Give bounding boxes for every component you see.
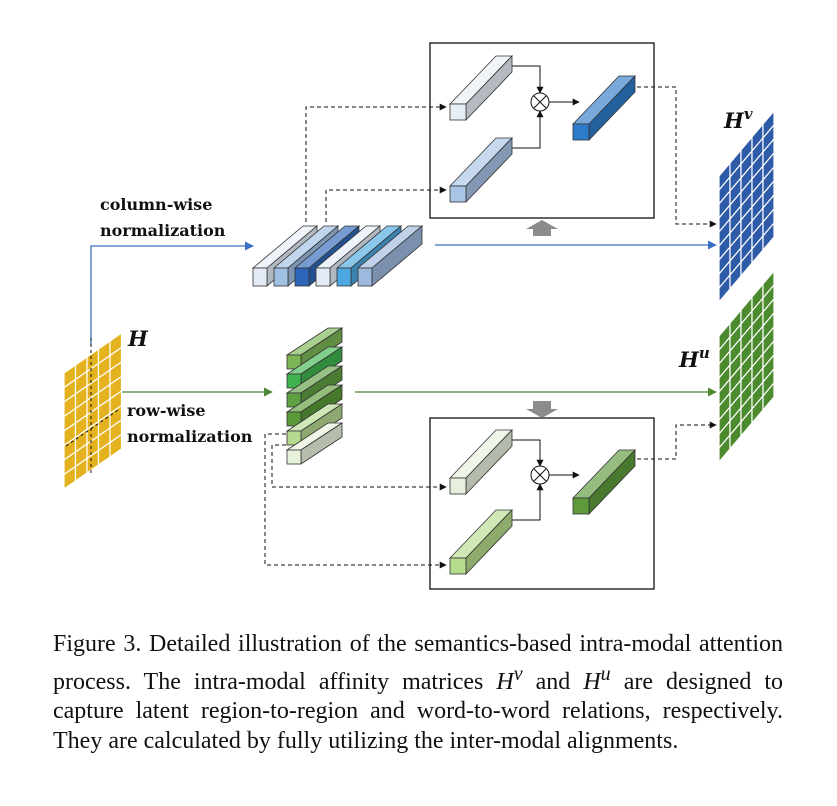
attention-output-blue [572,75,636,141]
dashed-connector-row-bottom [264,433,447,569]
attention-bar-green-bottom [449,509,513,575]
hu-label: Hu [678,344,710,372]
hv-label: Hv [723,105,753,133]
blue-flow-arrow-to-columns [90,241,254,345]
dashed-connector-row-top [271,444,447,491]
output-matrix-hu [718,269,775,464]
column-vector-bar [356,225,424,287]
dashed-connector-to-hu [637,421,717,460]
attention-bar-blue-top [449,55,513,121]
h-row-marker [65,409,119,447]
gray-up-arrow [526,220,558,236]
arrow-bottom-bar-to-multiply [512,110,544,149]
attention-diagram: column-wise normalization row-wise norma… [63,42,775,590]
arrow-top-bar-to-multiply [512,65,544,94]
h-matrix-cell [109,433,123,459]
dashed-connector-column-bottom [325,186,447,222]
attention-output-green [572,449,636,515]
gray-down-arrow [526,401,558,418]
arrow-bottom-bar-to-multiply-row [512,483,544,521]
row-vectors [285,327,344,465]
row-wise-label-line2: normalization [127,427,253,446]
multiply-icon [530,92,550,112]
arrow-top-bar-to-multiply-row [512,439,544,467]
row-vector-bar [285,422,344,465]
dashed-connector-column-top [305,103,447,222]
output-matrix-hv [718,109,775,304]
hu-matrix-cell [762,381,775,412]
column-attention-box [429,42,655,219]
attention-bars [449,55,636,575]
attention-bar-green-top [449,429,513,495]
dashed-connector-to-hv [637,86,717,228]
attention-bar-blue-bottom [449,137,513,203]
figure-caption: Figure 3. Detailed illustration of the s… [53,631,783,754]
row-wise-label-line1: row-wise [127,401,206,420]
input-matrix-h [63,331,123,491]
hv-matrix-cell [762,221,775,252]
h-label: H [127,326,149,351]
column-vectors [251,225,424,287]
multiply-icon-row [530,465,550,485]
column-wise-label-line2: normalization [100,221,226,240]
column-wise-label-line1: column-wise [100,195,212,214]
